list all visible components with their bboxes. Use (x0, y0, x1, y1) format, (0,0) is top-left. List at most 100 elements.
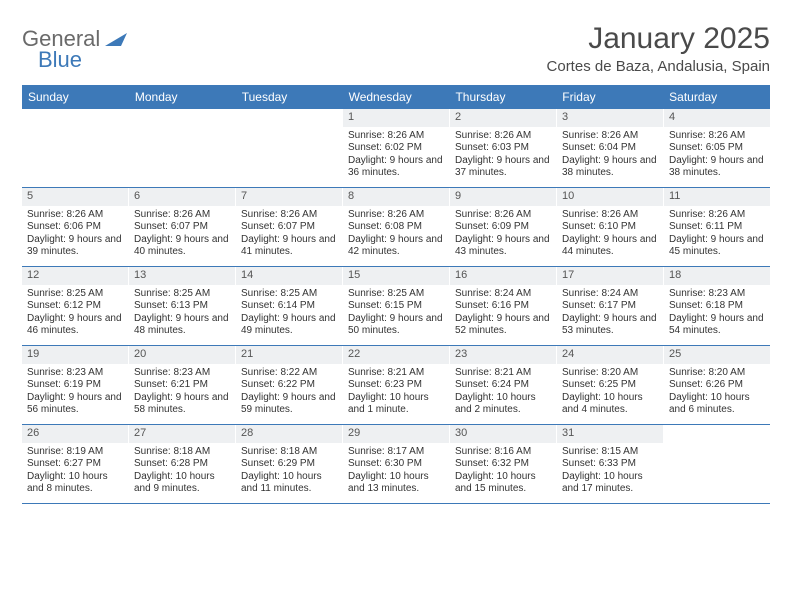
day-number: 20 (129, 346, 235, 364)
daylight-text: Daylight: 9 hours and 56 minutes. (27, 392, 123, 417)
day-header-cell: Friday (556, 85, 663, 109)
sunset-text: Sunset: 6:28 PM (134, 458, 230, 471)
calendar-cell: 19Sunrise: 8:23 AMSunset: 6:19 PMDayligh… (22, 346, 129, 424)
sunset-text: Sunset: 6:07 PM (241, 221, 337, 234)
sunset-text: Sunset: 6:18 PM (669, 300, 765, 313)
calendar-cell (129, 109, 236, 187)
sunset-text: Sunset: 6:04 PM (562, 142, 658, 155)
cell-body: Sunrise: 8:26 AMSunset: 6:03 PMDaylight:… (450, 127, 556, 185)
day-number: 28 (236, 425, 342, 443)
cell-body: Sunrise: 8:25 AMSunset: 6:13 PMDaylight:… (129, 285, 235, 343)
day-number: 22 (343, 346, 449, 364)
sunset-text: Sunset: 6:26 PM (669, 379, 765, 392)
cell-body: Sunrise: 8:25 AMSunset: 6:14 PMDaylight:… (236, 285, 342, 343)
calendar-cell: 18Sunrise: 8:23 AMSunset: 6:18 PMDayligh… (664, 267, 770, 345)
sunset-text: Sunset: 6:05 PM (669, 142, 765, 155)
day-number: 1 (343, 109, 449, 127)
sunset-text: Sunset: 6:16 PM (455, 300, 551, 313)
header: General Blue January 2025 Cortes de Baza… (22, 22, 770, 75)
sunset-text: Sunset: 6:15 PM (348, 300, 444, 313)
day-number: 19 (22, 346, 128, 364)
sunrise-text: Sunrise: 8:20 AM (669, 367, 765, 380)
daylight-text: Daylight: 10 hours and 9 minutes. (134, 471, 230, 496)
daylight-text: Daylight: 10 hours and 13 minutes. (348, 471, 444, 496)
calendar-cell: 11Sunrise: 8:26 AMSunset: 6:11 PMDayligh… (664, 188, 770, 266)
calendar-cell: 15Sunrise: 8:25 AMSunset: 6:15 PMDayligh… (343, 267, 450, 345)
day-number: 6 (129, 188, 235, 206)
day-number: 18 (664, 267, 770, 285)
sunset-text: Sunset: 6:24 PM (455, 379, 551, 392)
sunset-text: Sunset: 6:32 PM (455, 458, 551, 471)
day-number: 16 (450, 267, 556, 285)
day-header-row: SundayMondayTuesdayWednesdayThursdayFrid… (22, 85, 770, 109)
day-number: 23 (450, 346, 556, 364)
title-block: January 2025 Cortes de Baza, Andalusia, … (547, 22, 770, 75)
day-number: 8 (343, 188, 449, 206)
daylight-text: Daylight: 9 hours and 42 minutes. (348, 234, 444, 259)
sunrise-text: Sunrise: 8:16 AM (455, 446, 551, 459)
sunrise-text: Sunrise: 8:15 AM (562, 446, 658, 459)
daylight-text: Daylight: 10 hours and 1 minute. (348, 392, 444, 417)
cell-body: Sunrise: 8:26 AMSunset: 6:04 PMDaylight:… (557, 127, 663, 185)
cell-body: Sunrise: 8:26 AMSunset: 6:08 PMDaylight:… (343, 206, 449, 264)
cell-body: Sunrise: 8:24 AMSunset: 6:16 PMDaylight:… (450, 285, 556, 343)
day-number: 24 (557, 346, 663, 364)
sunrise-text: Sunrise: 8:26 AM (241, 209, 337, 222)
calendar-cell: 30Sunrise: 8:16 AMSunset: 6:32 PMDayligh… (450, 425, 557, 503)
calendar-cell (22, 109, 129, 187)
calendar-cell: 20Sunrise: 8:23 AMSunset: 6:21 PMDayligh… (129, 346, 236, 424)
day-number: 13 (129, 267, 235, 285)
calendar-cell: 5Sunrise: 8:26 AMSunset: 6:06 PMDaylight… (22, 188, 129, 266)
sunrise-text: Sunrise: 8:24 AM (562, 288, 658, 301)
sunset-text: Sunset: 6:02 PM (348, 142, 444, 155)
calendar-cell: 21Sunrise: 8:22 AMSunset: 6:22 PMDayligh… (236, 346, 343, 424)
calendar-cell: 27 Sunrise: 8:18 AMSunset: 6:28 PMDayligh… (129, 425, 236, 503)
daylight-text: Daylight: 9 hours and 46 minutes. (27, 313, 123, 338)
calendar-cell: 22Sunrise: 8:21 AMSunset: 6:23 PMDayligh… (343, 346, 450, 424)
cell-body: Sunrise: 8:18 AMSunset: 6:29 PMDaylight:… (236, 443, 342, 501)
calendar-week: 1Sunrise: 8:26 AMSunset: 6:02 PMDaylight… (22, 109, 770, 188)
calendar-cell: 8Sunrise: 8:26 AMSunset: 6:08 PMDaylight… (343, 188, 450, 266)
daylight-text: Daylight: 9 hours and 39 minutes. (27, 234, 123, 259)
sunrise-text: Sunrise: 8:23 AM (134, 367, 230, 380)
sunrise-text: Sunrise: 8:18 AM (134, 446, 230, 459)
daylight-text: Daylight: 9 hours and 49 minutes. (241, 313, 337, 338)
day-number: 25 (664, 346, 770, 364)
calendar-cell: 14Sunrise: 8:25 AMSunset: 6:14 PMDayligh… (236, 267, 343, 345)
sunset-text: Sunset: 6:12 PM (27, 300, 123, 313)
calendar-week: 5Sunrise: 8:26 AMSunset: 6:06 PMDaylight… (22, 188, 770, 267)
brand-text-2: Blue (38, 49, 127, 71)
sunrise-text: Sunrise: 8:22 AM (241, 367, 337, 380)
sunrise-text: Sunrise: 8:18 AM (241, 446, 337, 459)
cell-body: Sunrise: 8:23 AMSunset: 6:19 PMDaylight:… (22, 364, 128, 422)
calendar-cell: 24Sunrise: 8:20 AMSunset: 6:25 PMDayligh… (557, 346, 664, 424)
day-number: 9 (450, 188, 556, 206)
sunrise-text: Sunrise: 8:26 AM (562, 209, 658, 222)
day-number: 7 (236, 188, 342, 206)
sunrise-text: Sunrise: 8:21 AM (348, 367, 444, 380)
cell-body: Sunrise: 8:26 AMSunset: 6:11 PMDaylight:… (664, 206, 770, 264)
daylight-text: Daylight: 9 hours and 54 minutes. (669, 313, 765, 338)
sunrise-text: Sunrise: 8:26 AM (669, 209, 765, 222)
cell-body: Sunrise: 8:17 AMSunset: 6:30 PMDaylight:… (343, 443, 449, 501)
day-number: 27 (129, 425, 235, 443)
day-number: 21 (236, 346, 342, 364)
sunset-text: Sunset: 6:08 PM (348, 221, 444, 234)
cell-body: Sunrise: 8:20 AMSunset: 6:26 PMDaylight:… (664, 364, 770, 422)
daylight-text: Daylight: 9 hours and 40 minutes. (134, 234, 230, 259)
sunset-text: Sunset: 6:25 PM (562, 379, 658, 392)
calendar-cell: 28Sunrise: 8:18 AMSunset: 6:29 PMDayligh… (236, 425, 343, 503)
daylight-text: Daylight: 10 hours and 4 minutes. (562, 392, 658, 417)
calendar-cell (236, 109, 343, 187)
calendar-week: 12Sunrise: 8:25 AMSunset: 6:12 PMDayligh… (22, 267, 770, 346)
day-header-cell: Thursday (449, 85, 556, 109)
daylight-text: Daylight: 10 hours and 6 minutes. (669, 392, 765, 417)
cell-body: Sunrise: 8:21 AMSunset: 6:24 PMDaylight:… (450, 364, 556, 422)
day-header-cell: Sunday (22, 85, 129, 109)
daylight-text: Daylight: 9 hours and 52 minutes. (455, 313, 551, 338)
cell-body: Sunrise: 8:19 AMSunset: 6:27 PMDaylight:… (22, 443, 128, 501)
calendar-cell: 3Sunrise: 8:26 AMSunset: 6:04 PMDaylight… (557, 109, 664, 187)
sunrise-text: Sunrise: 8:23 AM (27, 367, 123, 380)
calendar-cell (664, 425, 770, 503)
sunset-text: Sunset: 6:29 PM (241, 458, 337, 471)
